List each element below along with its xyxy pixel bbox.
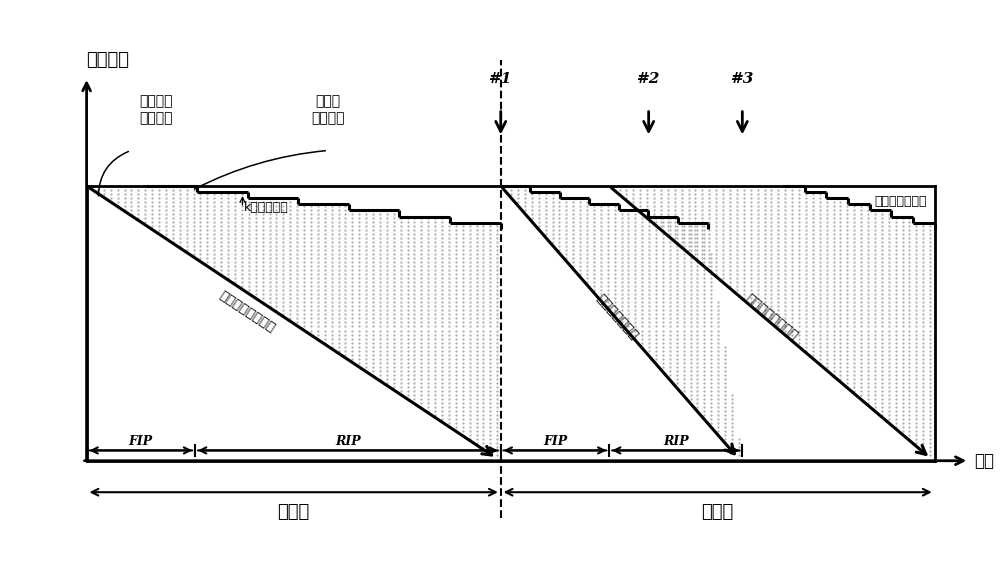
Text: FIP: FIP [543, 435, 567, 447]
Text: 子像素行: 子像素行 [87, 51, 130, 69]
Text: 真实图像
选通扫描: 真实图像 选通扫描 [139, 94, 172, 125]
Text: 伪图像数据写入: 伪图像数据写入 [593, 292, 640, 343]
Text: k个子像素行: k个子像素行 [244, 201, 289, 214]
Text: 第二帧: 第二帧 [702, 502, 734, 521]
Text: #2: #2 [637, 72, 660, 86]
Text: RIP: RIP [335, 435, 361, 447]
Text: #3: #3 [731, 72, 754, 86]
Text: 伪图像数据写入: 伪图像数据写入 [874, 195, 927, 208]
Text: 真实图像数据写入: 真实图像数据写入 [743, 292, 801, 343]
Text: 第一帧: 第一帧 [278, 502, 310, 521]
Text: RIP: RIP [663, 435, 689, 447]
Text: 时间: 时间 [974, 452, 994, 470]
Text: 伪图像
选通扫描: 伪图像 选通扫描 [311, 94, 345, 125]
Text: FIP: FIP [129, 435, 153, 447]
Text: 真实图像数据写入: 真实图像数据写入 [217, 289, 277, 335]
Text: #1: #1 [489, 72, 512, 86]
